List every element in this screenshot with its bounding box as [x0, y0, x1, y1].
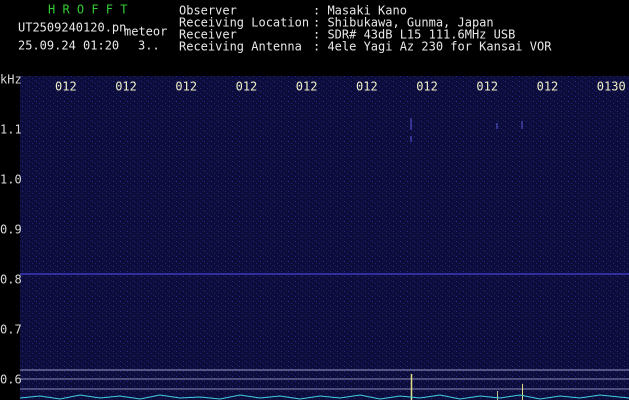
- count: 3..: [138, 39, 160, 53]
- noise-trace: [19, 394, 629, 400]
- time-label: 012: [537, 80, 559, 94]
- app-name: H R O F F T: [48, 3, 127, 17]
- freq-label: 0.6: [0, 373, 22, 387]
- time-label: 012: [55, 80, 77, 94]
- time-label: 012: [416, 80, 438, 94]
- freq-label: 1.0: [0, 173, 22, 187]
- time-label: 012: [476, 80, 498, 94]
- datetime: 25.09.24 01:20: [18, 39, 119, 53]
- freq-label: 1.1: [0, 123, 22, 137]
- freq-label: 0.8: [0, 273, 22, 287]
- time-label: 012: [236, 80, 258, 94]
- field-label: Observer: [179, 4, 237, 18]
- tag: meteor: [124, 25, 167, 39]
- unit-label: kHz: [0, 73, 22, 87]
- field-label: Receiving Antenna: [179, 40, 302, 54]
- time-label: 0130: [597, 80, 626, 94]
- spectrogram-area: [20, 76, 629, 400]
- field-value: : Masaki Kano: [313, 4, 407, 18]
- freq-label: 0.9: [0, 223, 22, 237]
- field-value: : SDR# 43dB L15 111.6MHz USB: [313, 28, 515, 42]
- time-label: 012: [175, 80, 197, 94]
- field-label: Receiving Location: [179, 16, 309, 30]
- time-label: 012: [296, 80, 318, 94]
- field-value: : Shibukawa, Gunma, Japan: [313, 16, 494, 30]
- field-label: Receiver: [179, 28, 237, 42]
- time-label: 012: [356, 80, 378, 94]
- file-name: UT2509240120.pn: [18, 21, 126, 35]
- field-value: : 4ele Yagi Az 230 for Kansai VOR: [313, 40, 552, 54]
- time-label: 012: [115, 80, 137, 94]
- freq-label: 0.7: [0, 323, 22, 337]
